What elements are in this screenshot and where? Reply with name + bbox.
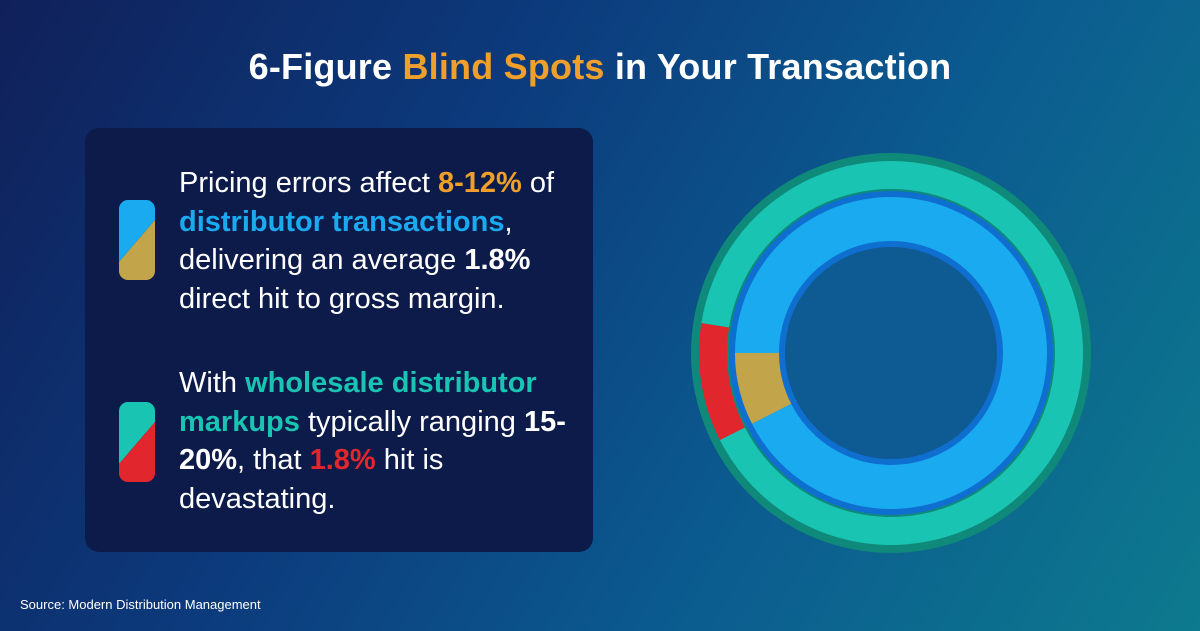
inner-ring-slice-1 (735, 353, 792, 424)
p1-text-3: , delivering an average (179, 205, 513, 277)
p1-text-1: Pricing errors affect (179, 167, 438, 199)
title-highlight: Blind Spots (402, 46, 605, 87)
p2-margin-hit: 1.8% (309, 444, 376, 476)
p1-text-2: of (521, 167, 555, 199)
inner-ring (735, 196, 1047, 509)
blue-gold-pill-icon (119, 200, 155, 280)
info-card: Pricing errors affect 8-12% of distribut… (85, 128, 593, 552)
title-part2: in Your Transaction (604, 46, 952, 87)
p1-text-4: direct hit to gross margin. (179, 282, 505, 315)
title-part1: 6-Figure (248, 46, 403, 87)
outer-ring-slice-1 (699, 322, 745, 441)
p1-margin-hit: 1.8% (464, 244, 531, 276)
p2-wholesale-markups: wholesale distributor markups (179, 367, 537, 438)
p2-text-3: , that (237, 444, 310, 476)
p2-text-1: With (179, 367, 246, 399)
point-2-text: With wholesale distributor markups typic… (179, 364, 579, 518)
donut-hole (785, 247, 997, 459)
p1-error-rate: 8-12% (437, 167, 522, 199)
source-note: Source: Modern Distribution Management (20, 597, 261, 612)
p2-text-2: typically ranging (299, 405, 524, 438)
p1-distributor-transactions: distributor transactions (179, 205, 505, 238)
point-1-text: Pricing errors affect 8-12% of distribut… (179, 164, 579, 318)
p2-text-4: hit is devastating. (179, 444, 444, 515)
teal-red-pill-icon (119, 402, 155, 482)
page-title: 6-Figure Blind Spots in Your Transaction (0, 46, 1200, 88)
p2-markup-range: 15-20% (179, 405, 566, 477)
nested-donut-chart (691, 153, 1091, 553)
outer-ring (699, 161, 1083, 545)
